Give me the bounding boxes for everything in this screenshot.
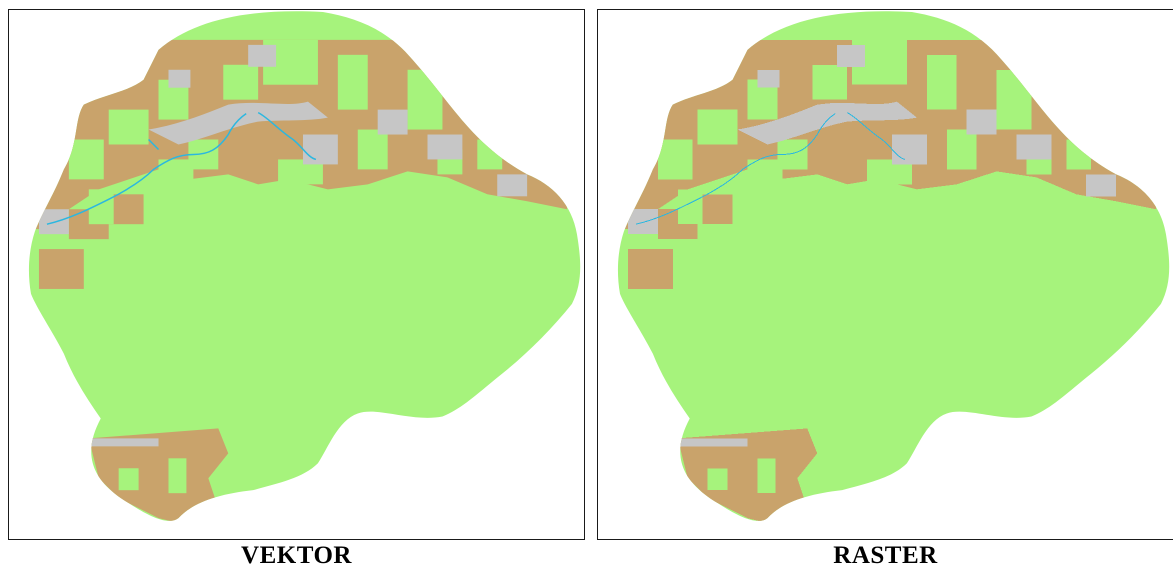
land-brown-south bbox=[88, 428, 229, 521]
stream-line bbox=[635, 112, 906, 225]
raster-caption: RASTER bbox=[833, 542, 938, 569]
land-use-layers bbox=[617, 11, 1170, 521]
land-brown-south bbox=[677, 428, 818, 521]
raster-map-panel bbox=[597, 9, 1173, 540]
vector-map-panel bbox=[8, 9, 585, 540]
land-gray-south bbox=[677, 438, 748, 447]
land-green-patches-south bbox=[707, 458, 776, 494]
land-gray bbox=[627, 39, 1117, 235]
stream-line bbox=[46, 111, 317, 225]
vector-map bbox=[28, 11, 581, 521]
land-gray-south bbox=[88, 438, 159, 447]
land-green-patches-south bbox=[118, 458, 187, 494]
raster-map bbox=[617, 11, 1170, 521]
land-use-layers bbox=[28, 11, 581, 521]
vector-caption: VEKTOR bbox=[241, 542, 352, 569]
